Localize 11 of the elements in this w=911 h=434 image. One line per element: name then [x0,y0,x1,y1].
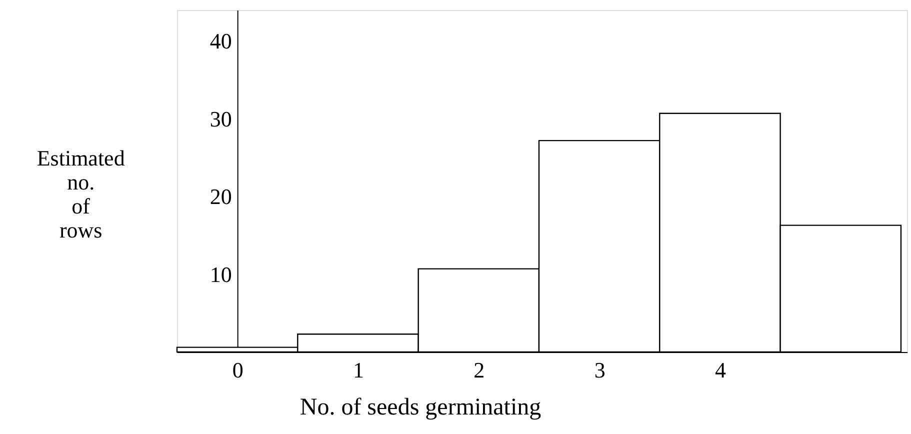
x-axis-title: No. of seeds germinating [300,394,542,420]
x-tick-label: 0 [232,358,244,382]
y-axis-title: Estimated no. of rows [36,146,125,242]
y-tick-label: 20 [210,184,232,210]
x-tick-label: 4 [714,358,726,382]
x-tick-label: 3 [594,358,606,382]
y-tick-label: 10 [210,262,232,287]
x-tick-label: 1 [352,358,364,382]
y-tick-label: 30 [210,106,232,132]
y-tick-label: 40 [210,28,232,54]
x-tick-label: 2 [474,358,485,382]
